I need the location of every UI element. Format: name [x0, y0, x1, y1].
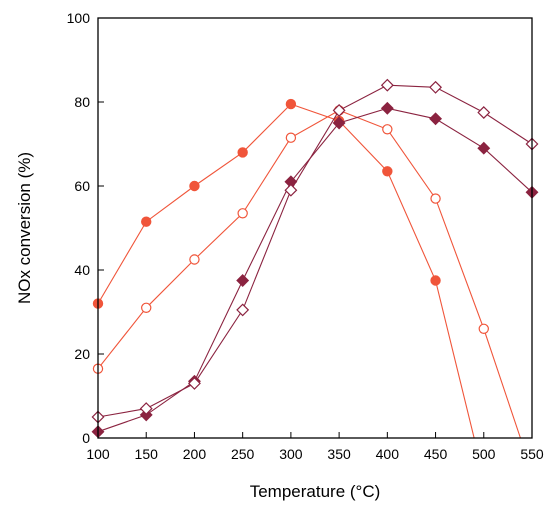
- data-point: [139, 402, 153, 416]
- data-point: [285, 98, 297, 110]
- series-line: [97, 109, 521, 439]
- x-tick-label: 400: [376, 446, 400, 462]
- x-tick-label: 100: [86, 446, 110, 462]
- x-tick-label: 450: [424, 446, 448, 462]
- series-line: [97, 84, 533, 418]
- data-point: [141, 216, 152, 227]
- x-axis-title: Temperature (°C): [250, 482, 381, 501]
- x-tick-label: 200: [183, 446, 207, 462]
- data-point: [237, 147, 248, 158]
- data-point: [284, 183, 298, 197]
- series-2: [92, 105, 521, 439]
- data-point: [430, 275, 441, 286]
- data-point: [380, 78, 394, 92]
- data-point: [429, 112, 443, 126]
- series-layer: [91, 78, 539, 439]
- x-tick-label: 550: [520, 446, 544, 462]
- data-point: [382, 166, 393, 177]
- plot-frame: [97, 17, 533, 439]
- y-tick-label: 0: [82, 430, 90, 446]
- x-tick-label: 250: [231, 446, 255, 462]
- data-point: [382, 124, 393, 135]
- data-point: [430, 193, 441, 204]
- data-point: [285, 132, 297, 143]
- data-point: [380, 101, 394, 115]
- data-point: [141, 302, 152, 313]
- y-tick-label: 60: [74, 178, 90, 194]
- data-point: [332, 116, 346, 130]
- data-point: [332, 103, 346, 117]
- x-tick-label: 300: [279, 446, 303, 462]
- data-point: [236, 303, 250, 317]
- y-tick-label: 40: [74, 262, 90, 278]
- series-3: [91, 101, 539, 439]
- y-tick-label: 100: [67, 10, 91, 26]
- y-axis-title: NOx conversion (%): [15, 152, 34, 304]
- data-point: [478, 323, 489, 334]
- data-point: [429, 80, 443, 94]
- series-4: [91, 78, 539, 424]
- y-tick-label: 20: [74, 346, 90, 362]
- data-point: [477, 141, 491, 155]
- data-point: [237, 208, 248, 219]
- x-tick-label: 350: [327, 446, 351, 462]
- axis-layer: 100 150 200 250 300 350 400 450 500 550 0 20 40 60 80 1…: [67, 10, 544, 462]
- x-tick-label: 150: [135, 446, 159, 462]
- y-tick-label: 80: [74, 94, 90, 110]
- series-1: [92, 98, 475, 439]
- series-line: [97, 107, 533, 433]
- data-point: [189, 180, 200, 192]
- data-point: [477, 106, 491, 119]
- data-point: [236, 274, 250, 287]
- data-point: [187, 376, 201, 390]
- series-line: [97, 103, 475, 439]
- x-tick-label: 500: [472, 446, 496, 462]
- data-point: [189, 254, 200, 265]
